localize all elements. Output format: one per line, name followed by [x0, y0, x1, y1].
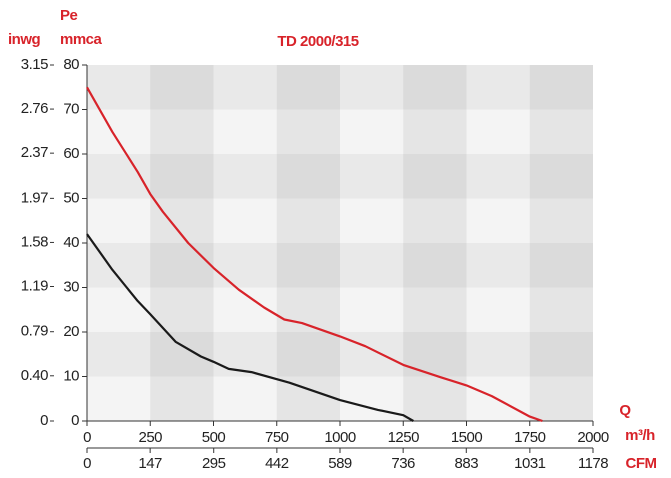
x-unit: m³/h [625, 427, 655, 444]
row-band [87, 65, 593, 110]
y-tick-label: 30 [63, 278, 79, 295]
x-tick-label: 1250 [388, 429, 420, 446]
row-band [87, 154, 593, 199]
plot-background [87, 65, 593, 421]
x-label: Q [619, 402, 631, 419]
chart-title: TD 2000/315 [277, 33, 358, 50]
y-tick-label: 70 [63, 100, 79, 117]
x2-tick-label: 147 [138, 455, 162, 472]
y-tick-label: 40 [63, 234, 79, 251]
y2-tick-label: 2.76 [21, 100, 48, 117]
y-label: Pe [60, 7, 78, 24]
column-band [403, 65, 467, 421]
x-tick-label: 1000 [324, 429, 356, 446]
x2-tick-label: 883 [455, 455, 479, 472]
column-band [276, 65, 340, 421]
curve [86, 86, 543, 423]
x-tick-label: 1750 [514, 429, 546, 446]
y-tick-label: 20 [63, 323, 79, 340]
y2-tick-label: 0 [40, 412, 48, 429]
x2-tick-label: 1178 [578, 455, 608, 472]
row-band [87, 243, 593, 288]
y2-tick-label: 1.97 [21, 189, 48, 206]
x2-tick-label: 736 [391, 455, 415, 472]
curve [86, 233, 414, 422]
y-tick-label: 50 [63, 189, 79, 206]
y2-tick-label: 3.15 [21, 56, 48, 73]
x-tick-label: 500 [202, 429, 226, 446]
y-tick-label: 60 [63, 145, 79, 162]
y2-tick-label: 0.40 [21, 367, 48, 384]
y2-tick-label: 0.79 [21, 323, 48, 340]
x2-tick-label: 442 [265, 455, 289, 472]
x-tick-label: 2000 [577, 429, 609, 446]
y-tick-label: 80 [63, 56, 79, 73]
x2-tick-label: 0 [83, 455, 91, 472]
row-band [87, 332, 593, 377]
x-tick-label: 1500 [451, 429, 483, 446]
x-tick-label: 750 [265, 429, 289, 446]
x-tick-label: 250 [138, 429, 162, 446]
y2-tick-label: 2.37 [21, 144, 48, 161]
x-tick-label: 0 [83, 429, 91, 446]
y-tick-label: 0 [71, 412, 79, 429]
x2-unit: CFM [626, 455, 657, 472]
y2-unit: inwg [8, 31, 40, 48]
column-band [150, 65, 214, 421]
x2-tick-label: 1031 [514, 455, 546, 472]
x2-tick-label: 295 [202, 455, 226, 472]
x2-tick-label: 589 [328, 455, 352, 472]
y2-tick-label: 1.19 [21, 277, 48, 294]
y-unit: mmca [60, 31, 103, 48]
y-tick-label: 10 [63, 367, 79, 384]
column-band [529, 65, 593, 421]
y2-tick-label: 1.58 [21, 233, 48, 250]
